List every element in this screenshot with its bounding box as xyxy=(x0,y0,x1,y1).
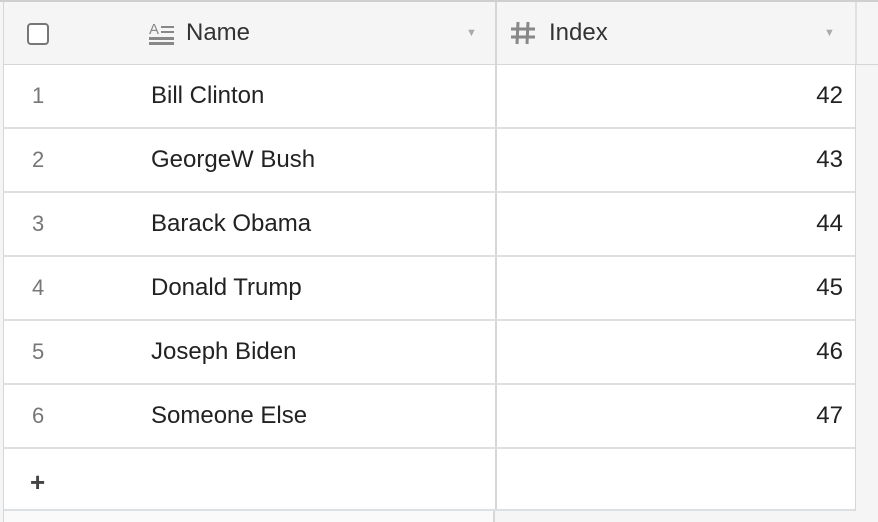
column-divider xyxy=(855,2,857,64)
svg-text:A: A xyxy=(149,21,159,38)
top-border xyxy=(0,0,878,2)
row-number: 6 xyxy=(32,403,45,428)
row-number: 3 xyxy=(32,211,45,236)
text-field-icon: A xyxy=(149,21,174,45)
select-all-checkbox[interactable] xyxy=(27,23,49,45)
index-cell[interactable]: 42 xyxy=(816,82,843,109)
table-body: 1 Bill Clinton 42 2 GeorgeW Bush 43 3 Barack Ob… xyxy=(3,65,856,511)
table-row[interactable]: 4 Donald Trump 45 xyxy=(4,257,855,321)
row-number: 4 xyxy=(32,275,45,300)
chevron-down-icon[interactable]: ▼ xyxy=(466,27,477,39)
table-row[interactable]: 2 GeorgeW Bush 43 xyxy=(4,129,855,193)
name-cell[interactable]: Joseph Biden xyxy=(151,338,297,365)
column-divider[interactable] xyxy=(495,2,497,64)
number-field-icon xyxy=(511,21,535,45)
name-cell[interactable]: Someone Else xyxy=(151,402,308,429)
table-header: A Name ▼ Index ▼ xyxy=(3,2,878,65)
column-label: Name xyxy=(186,19,251,46)
row-number: 2 xyxy=(32,147,45,172)
name-cell[interactable]: GeorgeW Bush xyxy=(151,146,316,173)
row-number: 1 xyxy=(32,83,45,108)
column-label: Index xyxy=(549,19,608,46)
add-row-button[interactable]: + xyxy=(4,449,855,511)
column-header-index[interactable]: Index ▼ xyxy=(509,2,856,64)
table-row[interactable]: 5 Joseph Biden 46 xyxy=(4,321,855,385)
index-cell[interactable]: 46 xyxy=(816,338,843,365)
table-row[interactable]: 6 Someone Else 47 xyxy=(4,385,855,449)
table-row[interactable]: 3 Barack Obama 44 xyxy=(4,193,855,257)
index-cell[interactable]: 47 xyxy=(816,402,843,429)
column-divider xyxy=(495,65,497,511)
name-cell[interactable]: Barack Obama xyxy=(151,210,312,237)
name-cell[interactable]: Bill Clinton xyxy=(151,82,265,109)
index-cell[interactable]: 43 xyxy=(816,146,843,173)
plus-icon: + xyxy=(30,467,46,497)
row-number: 5 xyxy=(32,339,45,364)
name-cell[interactable]: Donald Trump xyxy=(151,274,302,301)
table-footer xyxy=(3,511,495,522)
index-cell[interactable]: 45 xyxy=(816,274,843,301)
table-row[interactable]: 1 Bill Clinton 42 xyxy=(4,65,855,129)
column-header-name[interactable]: A Name ▼ xyxy=(148,2,495,64)
chevron-down-icon[interactable]: ▼ xyxy=(824,27,835,39)
index-cell[interactable]: 44 xyxy=(816,210,843,237)
